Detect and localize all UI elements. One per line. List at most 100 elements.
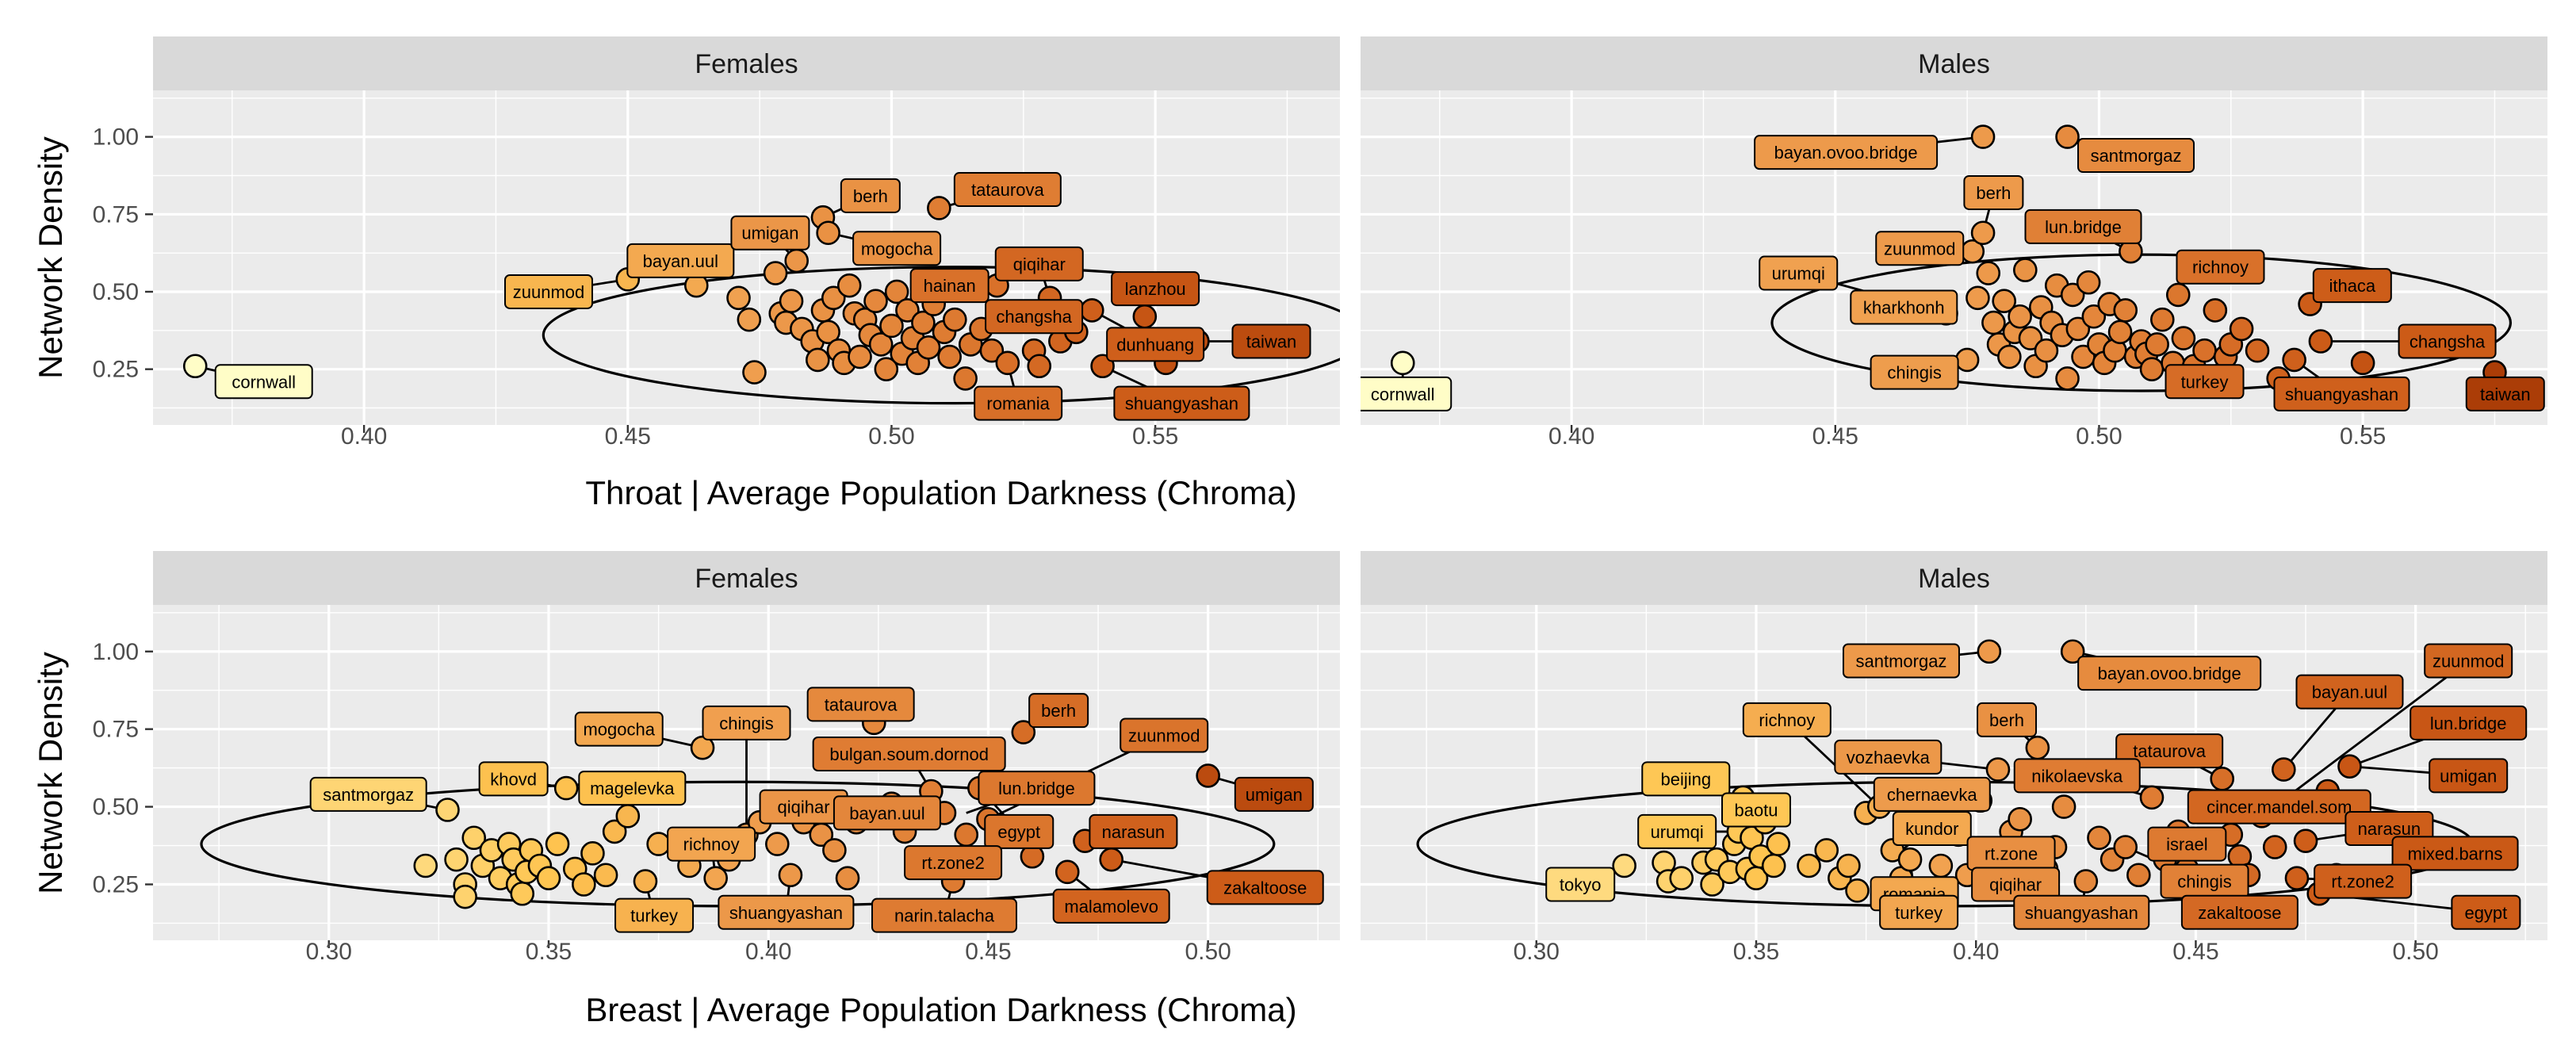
data-point — [633, 869, 658, 894]
data-point — [1928, 853, 1954, 878]
data-point — [874, 357, 899, 381]
data-point — [2171, 326, 2196, 350]
point-label-text: lanzhou — [1125, 279, 1186, 299]
x-tick-label: 0.50 — [868, 423, 914, 450]
point-label: romania — [974, 385, 1063, 421]
point-label-text: narin.talacha — [894, 906, 995, 926]
data-point — [1669, 866, 1694, 890]
data-point — [2145, 332, 2169, 357]
point-label-box — [871, 897, 1017, 933]
x-tick-label: 0.30 — [1514, 939, 1560, 965]
point-label: changsha — [2398, 323, 2497, 359]
point-label-text: hainan — [924, 276, 976, 296]
point-label: zakaltoose — [1206, 870, 1324, 905]
data-point — [2008, 304, 2032, 329]
point-label-box — [904, 845, 1003, 881]
data-point — [1970, 124, 1996, 149]
data-point — [884, 279, 909, 304]
point-label: kundor — [1892, 811, 1972, 846]
data-point — [2107, 320, 2133, 345]
data-point — [2203, 298, 2228, 323]
data-point — [2139, 357, 2165, 381]
data-point — [911, 310, 936, 335]
data-point — [821, 285, 846, 311]
data-point — [895, 298, 920, 323]
facet-strip — [153, 551, 1340, 605]
point-label-text: kundor — [1905, 819, 1958, 839]
data-point — [1836, 853, 1861, 878]
point-label-box — [1545, 867, 1616, 902]
point-label-text: richnoy — [2192, 258, 2249, 277]
point-label-text: narasun — [2358, 819, 2421, 839]
point-label-box — [1742, 702, 1832, 737]
point-label-text: rt.zone2 — [921, 853, 985, 873]
point-label-text: bayan.uul — [849, 803, 924, 823]
point-label-text: narasun — [1102, 822, 1166, 842]
point-label-text: berh — [853, 186, 888, 206]
point-label-box — [1892, 811, 1972, 846]
point-label-box — [953, 172, 1062, 208]
data-point — [1897, 847, 1923, 872]
plot-area: santmorgaz khovd mogocha magelevka chingis ta… — [200, 687, 1324, 933]
point-label: umigan — [730, 215, 810, 251]
point-label: rt.zone2 — [904, 845, 1003, 881]
x-tick-label: 0.35 — [526, 939, 572, 965]
facet-strip — [1361, 551, 2547, 605]
data-point — [742, 360, 767, 385]
facet-strip-label: Females — [695, 564, 798, 594]
y-tick-label: 0.75 — [93, 717, 139, 743]
point-label-text: turkey — [630, 906, 678, 926]
data-point — [2060, 639, 2085, 664]
point-label-box — [2391, 836, 2519, 871]
x-tick-label: 0.35 — [1733, 939, 1779, 965]
x-axis-title: Throat | Average Population Darkness (Ch… — [585, 474, 1296, 511]
point-label: vozhaevka — [1834, 739, 1943, 775]
point-label-text: changsha — [996, 307, 1072, 327]
data-point — [979, 338, 1005, 363]
data-point — [943, 307, 967, 332]
data-point — [2337, 754, 2362, 779]
point-label: bulgan.soum.dornod — [812, 737, 1006, 771]
point-label-box — [984, 813, 1055, 849]
point-label: zuunmod — [1875, 231, 1965, 266]
point-label: zuunmod — [2424, 643, 2513, 679]
panel-breast-females: Females 0.30 0.35 0.40 0.45 0.50 0.25 0.50 0.75 1… — [93, 551, 1340, 965]
plot-area: cornwall bayan.ovoo.bridge santmorgaz berh l… — [1361, 124, 2545, 411]
point-label-box — [626, 243, 735, 278]
point-label-box — [2312, 268, 2392, 304]
point-label-text: qiqihar — [1013, 254, 1066, 274]
point-label-text: tataurova — [825, 695, 898, 714]
point-label: magelevka — [578, 771, 687, 806]
data-point — [778, 863, 803, 888]
data-point — [1766, 832, 1791, 856]
point-label-text: cincer.mandel.som — [2207, 798, 2352, 817]
data-point — [1027, 354, 1052, 379]
point-label-box — [1963, 174, 2024, 210]
data-point — [1965, 285, 1990, 311]
data-point — [2081, 304, 2107, 329]
point-label: berh — [1963, 174, 2024, 210]
facet-strip-label: Females — [695, 49, 798, 79]
point-label-box — [614, 897, 695, 933]
point-label: baotu — [1721, 792, 1791, 828]
data-point — [1814, 838, 1839, 863]
data-point — [2139, 785, 2165, 810]
data-point — [2126, 863, 2151, 888]
point-label-text: kharkhonh — [1863, 298, 1945, 318]
point-label-box — [574, 711, 664, 747]
data-point — [765, 832, 790, 856]
panel-throat-males: Males 0.40 0.45 0.50 0.55 cornwall bayan.ovoo.… — [1361, 36, 2547, 450]
point-label-box — [1234, 776, 1314, 812]
point-label-box — [812, 737, 1006, 771]
point-label-text: qiqihar — [778, 798, 830, 817]
point-label: chingis — [702, 705, 791, 740]
x-tick-label: 0.50 — [1185, 939, 1231, 965]
data-point — [2076, 270, 2101, 295]
point-label-text: khovd — [490, 769, 537, 789]
point-label-text: vozhaevka — [1847, 748, 1931, 767]
data-point — [1079, 298, 1104, 323]
data-point — [453, 884, 477, 909]
point-label-box — [730, 215, 810, 251]
point-label-box — [909, 268, 989, 304]
point-label-text: santmorgaz — [2091, 146, 2182, 166]
